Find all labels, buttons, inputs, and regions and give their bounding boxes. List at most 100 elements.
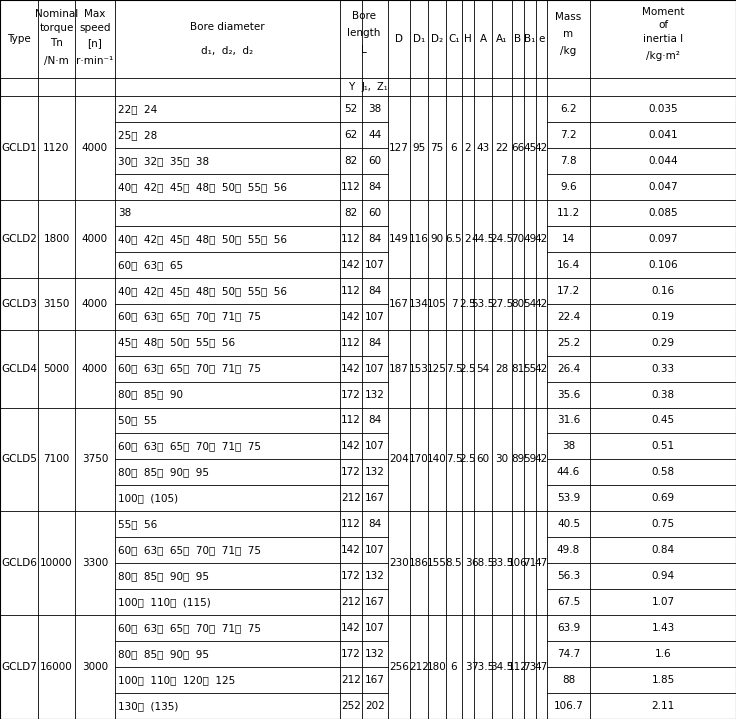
- Text: 60，  63，  65: 60， 63， 65: [118, 260, 183, 270]
- Text: 172: 172: [341, 571, 361, 581]
- Text: 0.035: 0.035: [648, 104, 678, 114]
- Text: 3: 3: [464, 662, 471, 672]
- Text: 40，  42，  45，  48，  50，  55，  56: 40， 42， 45， 48， 50， 55， 56: [118, 285, 287, 296]
- Text: 22.4: 22.4: [557, 311, 580, 321]
- Text: 60，  63，  65，  70，  71，  75: 60， 63， 65， 70， 71， 75: [118, 441, 261, 452]
- Text: 2.11: 2.11: [651, 701, 675, 711]
- Text: 0.84: 0.84: [651, 545, 675, 555]
- Text: 60: 60: [369, 208, 381, 218]
- Text: 34.5: 34.5: [490, 662, 514, 672]
- Text: 67.5: 67.5: [557, 597, 580, 607]
- Text: 3300: 3300: [82, 558, 108, 568]
- Text: 172: 172: [341, 390, 361, 400]
- Text: 0.51: 0.51: [651, 441, 675, 452]
- Text: 170: 170: [409, 454, 429, 464]
- Text: 0.097: 0.097: [648, 234, 678, 244]
- Text: D: D: [395, 34, 403, 44]
- Text: 167: 167: [365, 597, 385, 607]
- Text: 49.8: 49.8: [557, 545, 580, 555]
- Text: 10000: 10000: [40, 558, 73, 568]
- Text: D₂: D₂: [431, 34, 443, 44]
- Text: 142: 142: [341, 364, 361, 374]
- Text: 230: 230: [389, 558, 409, 568]
- Text: torque: torque: [39, 23, 74, 33]
- Text: 63.9: 63.9: [557, 623, 580, 633]
- Text: GCLD5: GCLD5: [1, 454, 37, 464]
- Text: 112: 112: [341, 182, 361, 192]
- Text: 0.94: 0.94: [651, 571, 675, 581]
- Text: 1.6: 1.6: [655, 649, 671, 659]
- Text: 142: 142: [341, 545, 361, 555]
- Text: 80，  85，  90，  95: 80， 85， 90， 95: [118, 467, 209, 477]
- Text: 0.33: 0.33: [651, 364, 675, 374]
- Text: A: A: [479, 34, 486, 44]
- Text: 44.5: 44.5: [471, 234, 495, 244]
- Text: 186: 186: [409, 558, 429, 568]
- Text: 116: 116: [409, 234, 429, 244]
- Text: 90: 90: [431, 234, 444, 244]
- Text: /N·m: /N·m: [44, 56, 69, 66]
- Text: GCLD6: GCLD6: [1, 558, 37, 568]
- Text: 106.7: 106.7: [553, 701, 584, 711]
- Text: 80，  85，  90，  95: 80， 85， 90， 95: [118, 571, 209, 581]
- Text: 0.45: 0.45: [651, 416, 675, 426]
- Text: 71: 71: [523, 558, 537, 568]
- Text: e: e: [538, 34, 545, 44]
- Text: 16000: 16000: [40, 662, 73, 672]
- Text: 3750: 3750: [82, 454, 108, 464]
- Text: 0.041: 0.041: [648, 130, 678, 140]
- Text: 2: 2: [464, 234, 471, 244]
- Text: 0.106: 0.106: [648, 260, 678, 270]
- Text: 112: 112: [341, 519, 361, 529]
- Text: 66: 66: [512, 143, 525, 153]
- Text: /kg: /kg: [560, 47, 576, 57]
- Text: 0.58: 0.58: [651, 467, 675, 477]
- Text: 38: 38: [369, 104, 382, 114]
- Text: 3150: 3150: [43, 298, 70, 308]
- Text: r·min⁻¹: r·min⁻¹: [77, 56, 113, 66]
- Text: 11.2: 11.2: [557, 208, 580, 218]
- Text: /kg·m²: /kg·m²: [646, 51, 680, 61]
- Text: 1.43: 1.43: [651, 623, 675, 633]
- Text: 49: 49: [523, 234, 537, 244]
- Text: 55，  56: 55， 56: [118, 519, 158, 529]
- Text: 42: 42: [535, 364, 548, 374]
- Text: Bore diameter: Bore diameter: [190, 22, 265, 32]
- Text: 80: 80: [512, 298, 525, 308]
- Text: 252: 252: [341, 701, 361, 711]
- Text: 73: 73: [523, 662, 537, 672]
- Text: 107: 107: [365, 260, 385, 270]
- Text: 172: 172: [341, 649, 361, 659]
- Text: 30，  32，  35，  38: 30， 32， 35， 38: [118, 156, 209, 166]
- Text: 212: 212: [341, 493, 361, 503]
- Text: 33.5: 33.5: [490, 558, 514, 568]
- Text: Moment: Moment: [642, 6, 684, 17]
- Text: 134: 134: [409, 298, 429, 308]
- Text: 28: 28: [495, 364, 509, 374]
- Text: 24.5: 24.5: [490, 234, 514, 244]
- Text: 112: 112: [341, 338, 361, 347]
- Text: 155: 155: [427, 558, 447, 568]
- Text: 4000: 4000: [82, 234, 108, 244]
- Text: 132: 132: [365, 571, 385, 581]
- Text: 0.16: 0.16: [651, 285, 675, 296]
- Text: 130，  (135): 130， (135): [118, 701, 178, 711]
- Text: 0.19: 0.19: [651, 311, 675, 321]
- Text: 2: 2: [464, 143, 471, 153]
- Text: Max: Max: [85, 9, 106, 19]
- Text: A₁: A₁: [496, 34, 508, 44]
- Text: 6: 6: [450, 662, 457, 672]
- Text: 30: 30: [495, 454, 509, 464]
- Text: 44: 44: [369, 130, 382, 140]
- Text: 0.38: 0.38: [651, 390, 675, 400]
- Text: 9.6: 9.6: [560, 182, 577, 192]
- Text: 53.5: 53.5: [471, 298, 495, 308]
- Text: 107: 107: [365, 545, 385, 555]
- Text: 60，  63，  65，  70，  71，  75: 60， 63， 65， 70， 71， 75: [118, 364, 261, 374]
- Text: 42: 42: [535, 234, 548, 244]
- Text: GCLD2: GCLD2: [1, 234, 37, 244]
- Text: 149: 149: [389, 234, 409, 244]
- Text: 132: 132: [365, 390, 385, 400]
- Text: 100，  110，  (115): 100， 110， (115): [118, 597, 210, 607]
- Text: 142: 142: [341, 260, 361, 270]
